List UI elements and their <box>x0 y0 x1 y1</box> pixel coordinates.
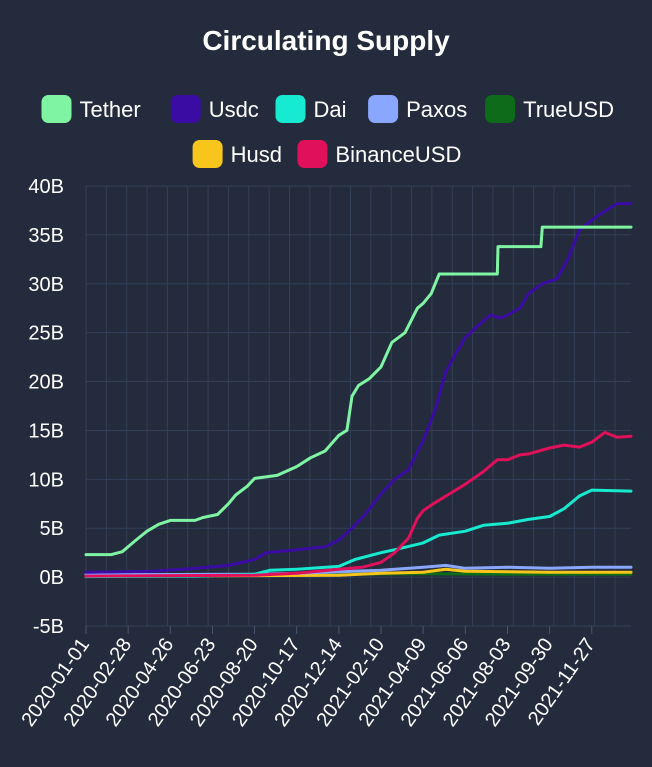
legend-label: Usdc <box>209 97 259 122</box>
legend-label: BinanceUSD <box>335 142 461 167</box>
y-tick-label: 40B <box>28 176 64 198</box>
legend-item[interactable]: Tether <box>41 95 141 123</box>
legend-item[interactable]: Husd <box>192 140 282 168</box>
y-tick-label: 5B <box>40 518 64 540</box>
y-tick-label: 35B <box>28 225 64 247</box>
legend-label: Paxos <box>406 97 467 122</box>
series-line-binanceusd <box>84 430 633 578</box>
legend-swatch <box>170 95 201 123</box>
series-line-usdc <box>84 202 633 574</box>
series-line-dai <box>84 488 633 579</box>
legend-item[interactable]: BinanceUSD <box>297 140 461 168</box>
legend-label: Husd <box>231 142 282 167</box>
series-line-tether <box>84 225 633 557</box>
legend-label: TrueUSD <box>523 97 614 122</box>
legend-swatch <box>368 95 399 123</box>
y-tick-label: -5B <box>33 616 64 638</box>
x-axis: 2020-01-012020-02-282020-04-262020-06-23… <box>17 626 600 731</box>
chart-title: Circulating Supply <box>202 25 450 56</box>
y-tick-label: 0B <box>40 567 64 589</box>
series-lines <box>84 202 633 579</box>
y-tick-label: 10B <box>28 469 64 491</box>
y-tick-label: 20B <box>28 372 64 394</box>
y-axis: 40B 35B 30B 25B 20B 15B 10B 5B 0B -5B <box>28 176 64 638</box>
legend-swatch <box>485 95 516 123</box>
y-tick-label: 25B <box>28 323 64 345</box>
legend-label: Dai <box>314 97 347 122</box>
legend-label: Tether <box>80 97 141 122</box>
y-tick-label: 15B <box>28 420 64 442</box>
legend-item[interactable]: Paxos <box>368 95 467 123</box>
legend-swatch <box>192 140 223 168</box>
legend-swatch <box>275 95 306 123</box>
legend-swatch <box>297 140 328 168</box>
legend-item[interactable]: Usdc <box>170 95 259 123</box>
grid <box>85 185 631 627</box>
legend-swatch <box>41 95 72 123</box>
legend-item[interactable]: TrueUSD <box>485 95 614 123</box>
series-line-husd <box>84 567 633 578</box>
legend-item[interactable]: Dai <box>275 95 347 123</box>
legend[interactable]: Tether Usdc Dai Paxos TrueUSD Husd BinanceUSD <box>41 95 614 168</box>
y-tick-label: 30B <box>28 274 64 296</box>
